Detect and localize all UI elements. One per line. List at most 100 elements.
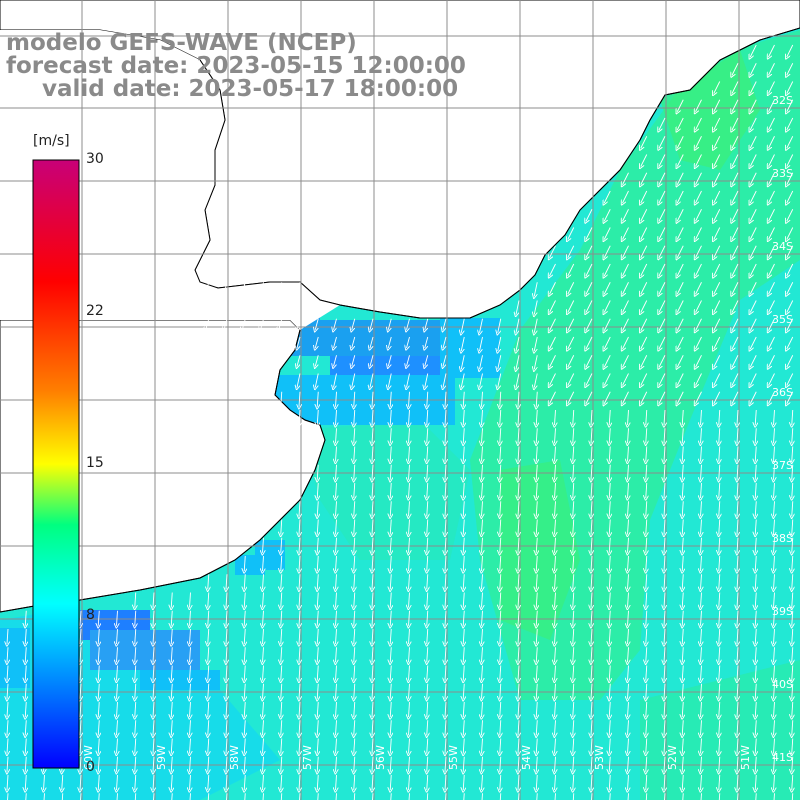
wind-arrow — [135, 701, 136, 717]
wind-arrow — [573, 592, 574, 608]
wind-arrow — [500, 464, 501, 480]
wind-arrow — [568, 245, 575, 258]
wind-arrow — [390, 555, 391, 571]
wind-arrow — [518, 610, 519, 626]
colorbar-tick: 15 — [86, 455, 104, 471]
wind-arrow — [336, 720, 337, 735]
wind-arrow — [792, 774, 793, 790]
wind-arrow — [573, 738, 574, 754]
wind-arrow — [682, 647, 683, 662]
wind-arrow — [719, 519, 720, 535]
wind-arrow — [482, 720, 483, 735]
wind-arrow — [750, 136, 757, 148]
wind-arrow — [609, 774, 610, 790]
wind-arrow — [7, 756, 8, 772]
wind-arrow — [98, 628, 99, 644]
wind-arrow — [719, 774, 720, 790]
wind-arrow — [792, 446, 793, 462]
wind-arrow — [390, 409, 391, 425]
wind-arrow — [409, 501, 410, 516]
wind-arrow — [773, 793, 775, 800]
wind-arrow — [445, 628, 446, 644]
wind-arrow — [682, 519, 683, 535]
wind-arrow — [499, 793, 502, 800]
wind-arrow — [372, 628, 373, 644]
longitude-label: 52W — [666, 745, 679, 770]
wind-arrow — [244, 592, 245, 608]
wind-arrow — [555, 519, 556, 535]
wind-arrow — [664, 793, 666, 800]
wind-arrow — [482, 428, 483, 443]
wind-arrow — [372, 738, 373, 754]
wind-arrow — [208, 774, 209, 790]
wind-arrow — [518, 482, 519, 498]
wind-arrow — [299, 501, 300, 516]
wind-arrow — [352, 318, 356, 330]
wind-arrow — [755, 683, 756, 699]
wind-arrow — [482, 409, 483, 425]
wind-arrow — [628, 482, 629, 498]
wind-arrow — [317, 464, 318, 480]
wind-arrow — [244, 610, 245, 626]
wind-arrow — [609, 720, 610, 735]
wind-arrow — [427, 501, 428, 516]
wind-arrow — [409, 391, 410, 407]
wind-arrow — [500, 738, 501, 754]
wind-arrow — [443, 355, 447, 366]
wind-arrow — [609, 793, 611, 800]
wind-arrow — [281, 647, 282, 662]
wind-arrow — [769, 373, 775, 386]
wind-arrow — [573, 555, 574, 571]
wind-arrow — [769, 209, 775, 221]
wind-arrow — [153, 720, 154, 735]
wind-arrow — [279, 282, 283, 293]
wind-arrow — [714, 245, 721, 258]
wind-arrow — [792, 592, 793, 608]
longitude-labels: 60W 59W 58W 57W 56W 55W 54W 53W 52W 51W — [82, 745, 752, 770]
wind-arrow — [573, 647, 574, 662]
wind-arrow — [388, 355, 392, 366]
wind-arrow — [792, 665, 793, 681]
valid-date: valid date: 2023-05-17 18:00:00 — [42, 76, 459, 102]
wind-arrow — [550, 300, 556, 313]
wind-arrow — [591, 519, 592, 535]
wind-arrow — [242, 300, 246, 312]
wind-arrow — [623, 336, 629, 349]
wind-arrow — [263, 574, 264, 589]
wind-arrow — [299, 519, 300, 535]
wind-arrow — [609, 555, 610, 571]
wind-arrow — [372, 647, 373, 662]
wind-arrow — [787, 63, 794, 75]
wind-arrow — [463, 610, 464, 626]
wind-arrow — [317, 592, 318, 608]
wind-arrow — [664, 519, 665, 535]
wind-arrow — [408, 793, 410, 800]
wind-arrow — [755, 519, 756, 535]
wind-arrow — [261, 282, 264, 293]
wind-arrow — [774, 446, 775, 462]
wind-arrow — [750, 263, 757, 276]
wind-arrow — [500, 409, 501, 425]
wind-arrow — [190, 756, 191, 772]
wind-arrow — [573, 501, 574, 516]
wind-arrow — [354, 756, 355, 772]
colorbar-tick: 8 — [86, 607, 95, 623]
wind-arrow — [500, 610, 501, 626]
wind-arrow — [682, 738, 683, 754]
wind-arrow — [463, 428, 464, 443]
wind-arrow — [244, 793, 246, 800]
wind-arrow — [190, 701, 191, 717]
wind-arrow — [226, 647, 227, 662]
wind-arrow — [534, 300, 538, 315]
wind-arrow — [463, 391, 464, 407]
wind-arrow — [388, 336, 392, 348]
wind-arrow — [244, 574, 245, 589]
wind-arrow — [769, 300, 775, 313]
wind-arrow — [586, 300, 593, 313]
wind-arrow — [701, 409, 702, 425]
wind-arrow — [263, 720, 264, 735]
wind-arrow — [388, 318, 392, 330]
wind-arrow — [623, 300, 629, 313]
wind-arrow — [354, 409, 355, 425]
wind-arrow — [281, 738, 282, 754]
